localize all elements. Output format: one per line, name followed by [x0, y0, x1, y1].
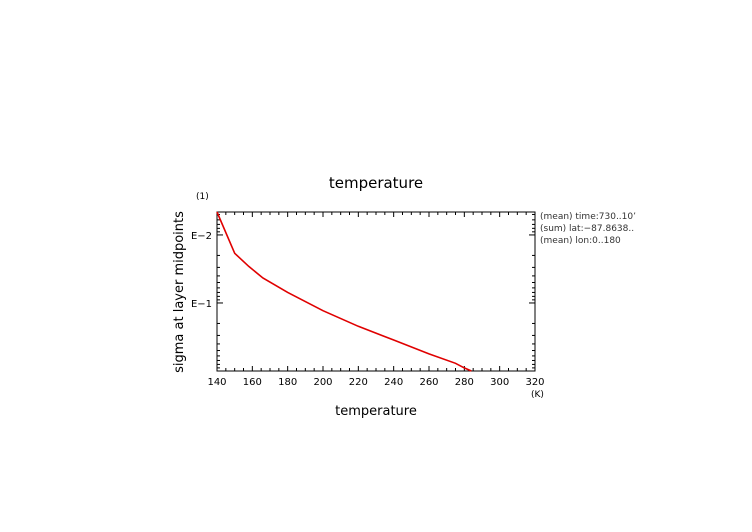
x-unit-label: (K)	[531, 390, 544, 400]
data-series	[216, 211, 472, 372]
x-tick-label: 260	[419, 377, 438, 388]
note-time-mean: (mean) time:730..10’	[540, 212, 636, 222]
y-axis-label: sigma at layer midpoints	[172, 211, 187, 373]
x-tick-label: 140	[207, 377, 226, 388]
chart-title: temperature	[329, 174, 423, 192]
x-tick-label: 280	[455, 377, 474, 388]
x-tick-label: 300	[490, 377, 509, 388]
x-tick-label: 240	[384, 377, 403, 388]
x-tick-label: 180	[278, 377, 297, 388]
y-tick-label: E−1	[191, 299, 212, 310]
x-axis-label: temperature	[335, 404, 417, 419]
y-unit-label: (1)	[196, 192, 209, 202]
x-tick-label: 160	[243, 377, 262, 388]
x-tick-label: 200	[313, 377, 332, 388]
note-lat-sum: (sum) lat:−87.8638..	[540, 224, 634, 234]
x-axis-ticks: 140 160 180 200 220 240 260 280 300 320	[207, 212, 545, 388]
plot-frame	[216, 211, 536, 372]
note-lon-mean: (mean) lon:0..180	[540, 236, 621, 246]
x-tick-label: 220	[349, 377, 368, 388]
x-tick-label: 320	[525, 377, 544, 388]
y-axis-ticks: E−2 E−1	[191, 213, 535, 369]
temperature-line	[216, 211, 472, 372]
y-tick-label: E−2	[191, 231, 212, 242]
